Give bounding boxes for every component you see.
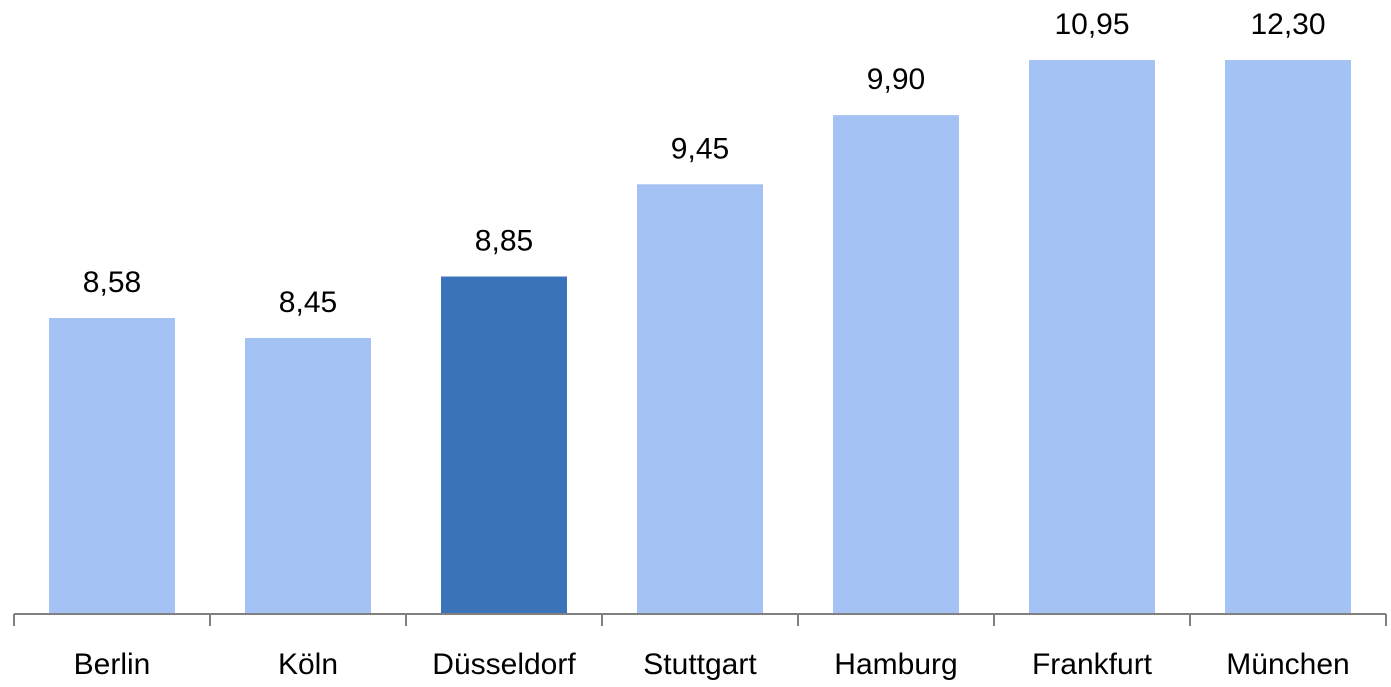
value-label: 9,90	[867, 63, 925, 96]
bar-frankfurt	[1029, 60, 1155, 614]
bar-hamburg	[833, 115, 959, 614]
value-labels-group: 8,58 8,45 8,85 9,45 9,90 10,95 12,30	[83, 8, 1326, 319]
category-label: Berlin	[74, 648, 151, 681]
value-label: 12,30	[1250, 8, 1325, 41]
value-label: 8,58	[83, 266, 141, 299]
category-label: Hamburg	[834, 648, 957, 681]
value-label: 8,85	[475, 225, 533, 258]
bar-berlin	[49, 318, 175, 614]
bar-stuttgart	[637, 184, 763, 614]
bars-group	[49, 60, 1351, 614]
category-label: Düsseldorf	[432, 648, 576, 681]
bar-düsseldorf	[441, 276, 567, 614]
value-label: 9,45	[671, 132, 729, 165]
category-labels-group: Berlin Köln Düsseldorf Stuttgart Hamburg Fran…	[74, 648, 1350, 681]
value-label: 8,45	[279, 286, 337, 319]
bar-münchen	[1225, 60, 1351, 614]
category-label: München	[1226, 648, 1349, 681]
category-label: Frankfurt	[1032, 648, 1153, 681]
bar-köln	[245, 337, 371, 614]
category-label: Stuttgart	[643, 648, 757, 681]
x-axis-ticks	[13, 614, 1387, 626]
value-label: 10,95	[1054, 8, 1129, 41]
category-label: Köln	[278, 648, 338, 681]
